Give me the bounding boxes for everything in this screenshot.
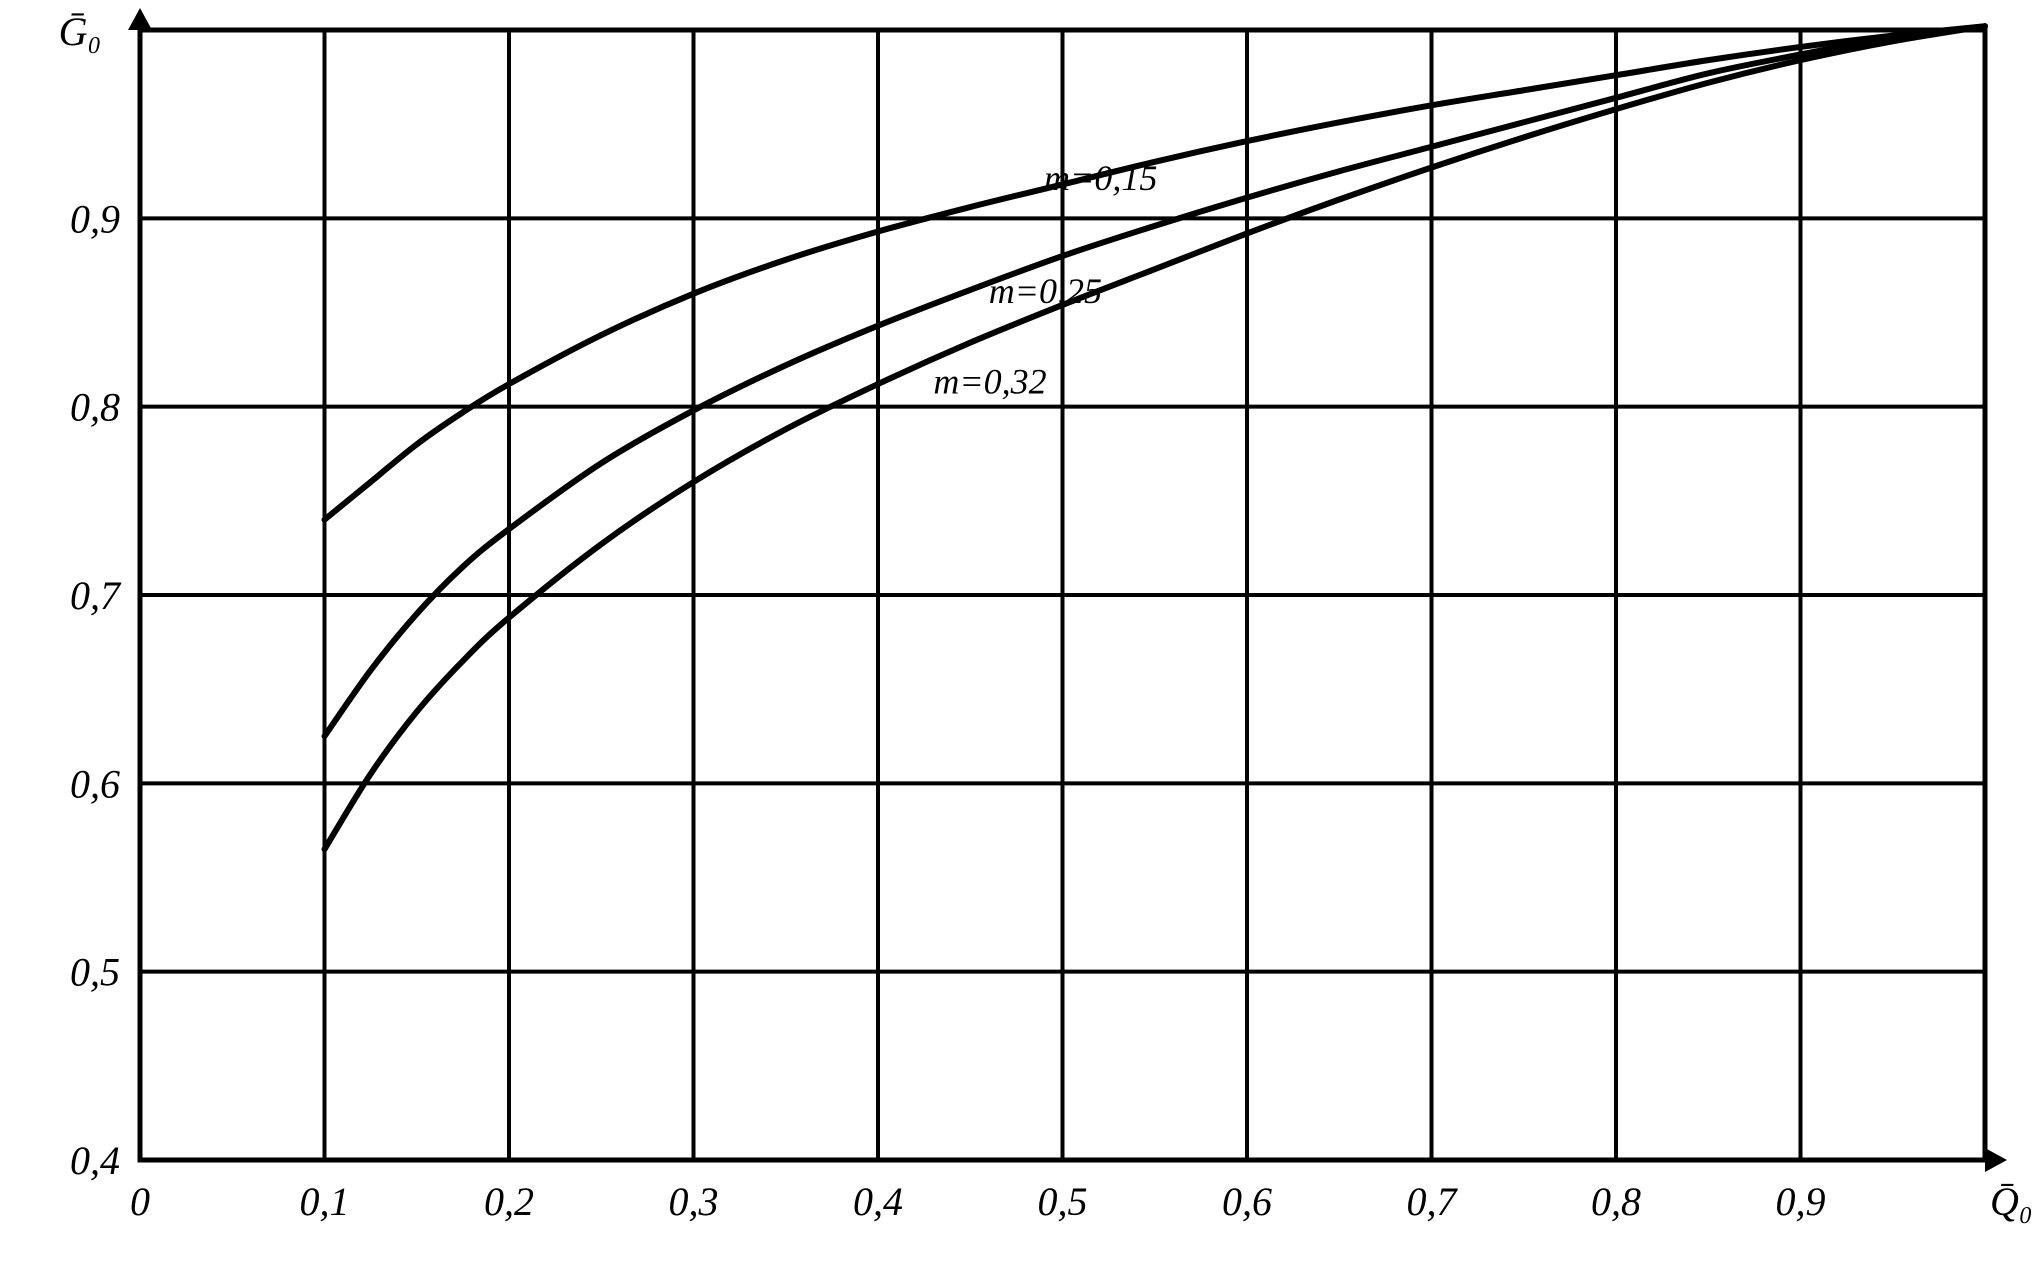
x-tick-label: 0,7 [1407,1179,1459,1224]
x-axis-title: Q̄₀ [1990,1179,2033,1224]
x-tick-label: 0,6 [1222,1179,1272,1224]
curve-label: m=0,25 [989,271,1102,311]
x-tick-label: 0,4 [853,1179,903,1224]
chart-svg: 0 0,1 0,2 0,3 0,4 0,5 0,6 0,7 0,8 0,9 Q̄₀ 0,4 0,5 0,6… [0,0,2043,1281]
curve-label: m=0,32 [933,361,1046,401]
curve-label: m=0,15 [1044,158,1157,198]
y-axis-title: Ḡ₀ [59,9,102,54]
y-tick-label: 0,9 [70,196,120,241]
x-tick-label: 0 [130,1179,150,1224]
y-tick-label: 0,6 [70,761,120,806]
x-tick-label: 0,5 [1038,1179,1088,1224]
y-tick-label: 0,8 [70,385,120,430]
x-tick-label: 0,2 [484,1179,534,1224]
y-tick-label: 0,7 [70,573,122,618]
x-tick-label: 0,3 [669,1179,719,1224]
y-tick-label: 0,5 [70,950,120,995]
chart-container: 0 0,1 0,2 0,3 0,4 0,5 0,6 0,7 0,8 0,9 Q̄₀ 0,4 0,5 0,6… [0,0,2043,1281]
x-tick-label: 0,1 [300,1179,350,1224]
x-tick-label: 0,9 [1776,1179,1826,1224]
x-tick-label: 0,8 [1591,1179,1641,1224]
y-tick-label: 0,4 [70,1138,120,1183]
